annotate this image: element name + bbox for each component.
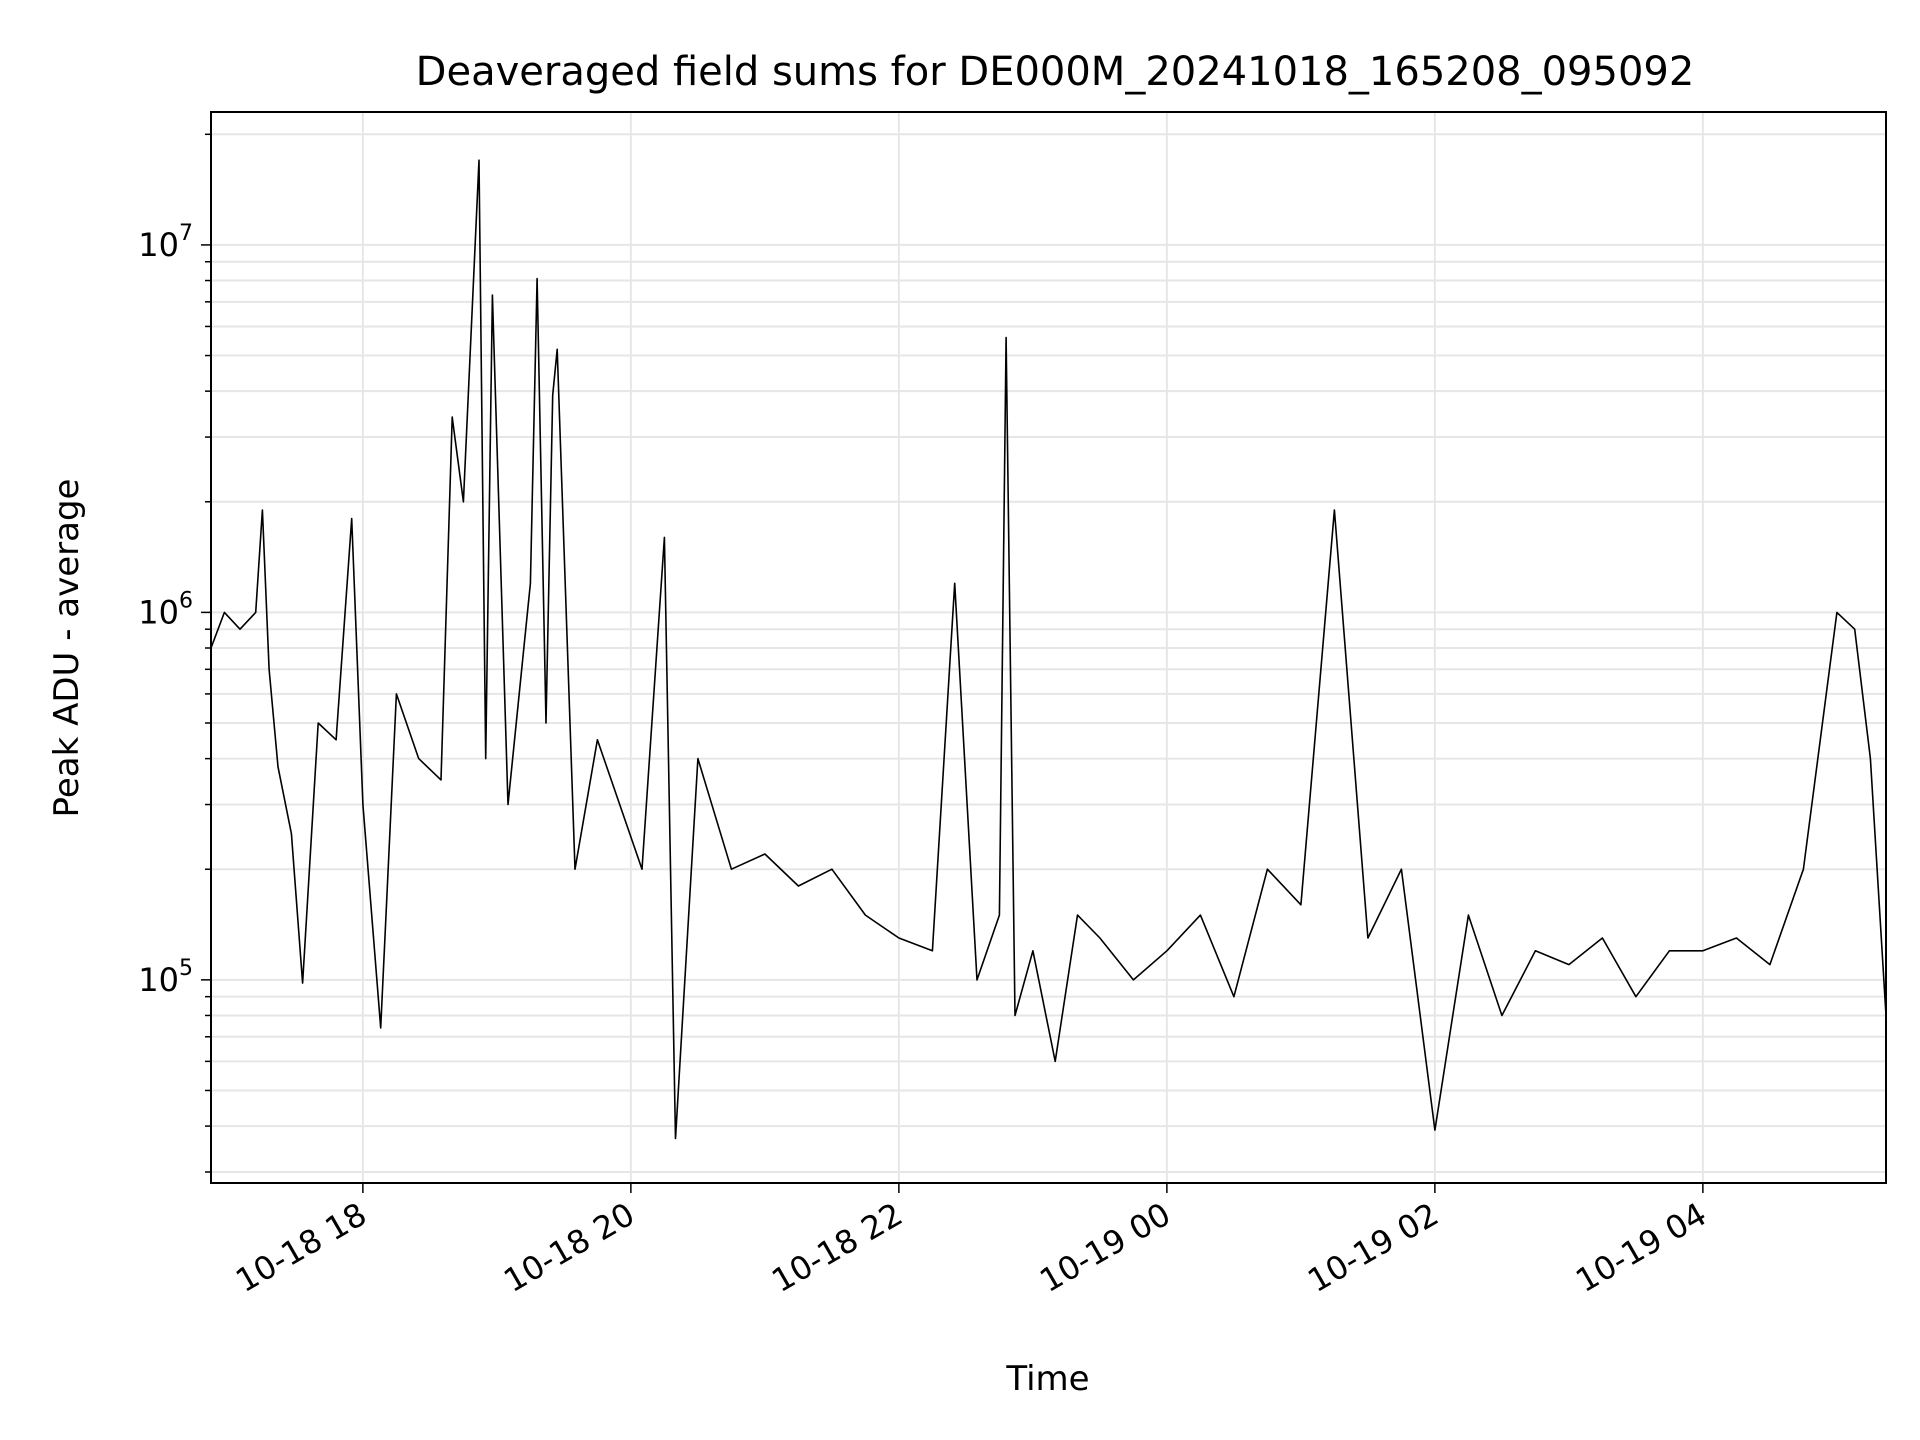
x-axis-label: Time xyxy=(1005,1359,1089,1399)
plot-frame xyxy=(210,111,1887,1184)
y-tick-label: 107 xyxy=(138,221,193,264)
y-axis-label: Peak ADU - average xyxy=(47,479,87,818)
y-tick-label: 106 xyxy=(138,588,193,631)
series-layer xyxy=(211,159,1886,1140)
y-tick-label: 105 xyxy=(138,956,193,999)
series-line xyxy=(211,159,1886,1140)
chart-title: Deaveraged field sums for DE000M_2024101… xyxy=(416,49,1695,95)
grid xyxy=(211,112,1886,1183)
